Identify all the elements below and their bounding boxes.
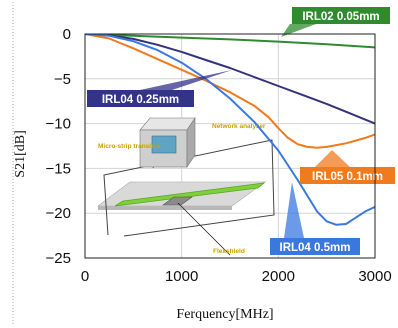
- callout-box: [300, 167, 395, 184]
- series-line: [85, 34, 375, 226]
- x-tick-label: 1000: [165, 268, 198, 285]
- network-analyzer-label: Network analyzer: [212, 123, 266, 130]
- callout-box: [292, 7, 390, 24]
- callout-pointer: [140, 70, 232, 90]
- x-tick-label: 2000: [262, 268, 295, 285]
- x-tick-label: 0: [81, 268, 89, 285]
- flexshield-pointer: [177, 202, 231, 256]
- y-tick-label: −20: [46, 205, 71, 222]
- callout-label: IRL05 0.1mm: [312, 171, 383, 183]
- x-axis-label: Ferquency[MHz]: [176, 307, 273, 322]
- callout-label: IRL04 0.5mm: [280, 242, 351, 254]
- series-line: [85, 34, 375, 49]
- x-axis-ticks: 0 1000 2000 3000: [81, 268, 392, 285]
- microstrip-line: [114, 182, 266, 207]
- y-tick-label: −25: [46, 250, 71, 267]
- series-line: [85, 34, 375, 125]
- analyzer-top: [139, 117, 196, 131]
- y-tick-label: −10: [46, 116, 71, 133]
- x-tick-label: 3000: [358, 268, 391, 285]
- analyzer-screen: [151, 135, 177, 154]
- series-line: [85, 34, 375, 149]
- callout-pointer: [284, 182, 304, 238]
- series-callout: IRL05 0.1mm: [300, 150, 395, 184]
- callout-pointer: [315, 150, 350, 167]
- series-callouts: IRL02 0.05mm IRL04 0.25mm IRL05 0.1mm IRL04…: [87, 7, 395, 255]
- callout-label: IRL04 0.25mm: [102, 94, 179, 106]
- shield-sample: [162, 196, 193, 206]
- microstrip-transline-label: Micro-strip transline: [98, 143, 161, 150]
- shield-plate-edge: [98, 206, 232, 210]
- analyzer-side: [186, 117, 196, 168]
- y-axis-ticks: 0 −5 −10 −15 −20 −25: [46, 26, 71, 267]
- series-lines: [85, 34, 375, 226]
- series-callout: IRL02 0.05mm: [281, 7, 390, 37]
- callout-box: [87, 90, 194, 107]
- y-axis-label: S21[dB]: [13, 130, 28, 177]
- series-callout: IRL04 0.25mm: [87, 70, 232, 107]
- callout-label: IRL02 0.05mm: [302, 11, 379, 23]
- y-tick-label: 0: [63, 26, 71, 43]
- cable-loop: [103, 139, 275, 237]
- plot-frame: [84, 33, 376, 259]
- y-tick-label: −5: [54, 71, 71, 88]
- measurement-setup-illustration: Network analyzer Micro-strip transline F…: [96, 117, 275, 256]
- callout-box: [270, 238, 360, 255]
- callout-pointer: [281, 24, 316, 37]
- series-callout: IRL04 0.5mm: [270, 182, 360, 255]
- y-tick-label: −15: [46, 160, 71, 177]
- flexshield-label: Flexshield: [213, 248, 245, 255]
